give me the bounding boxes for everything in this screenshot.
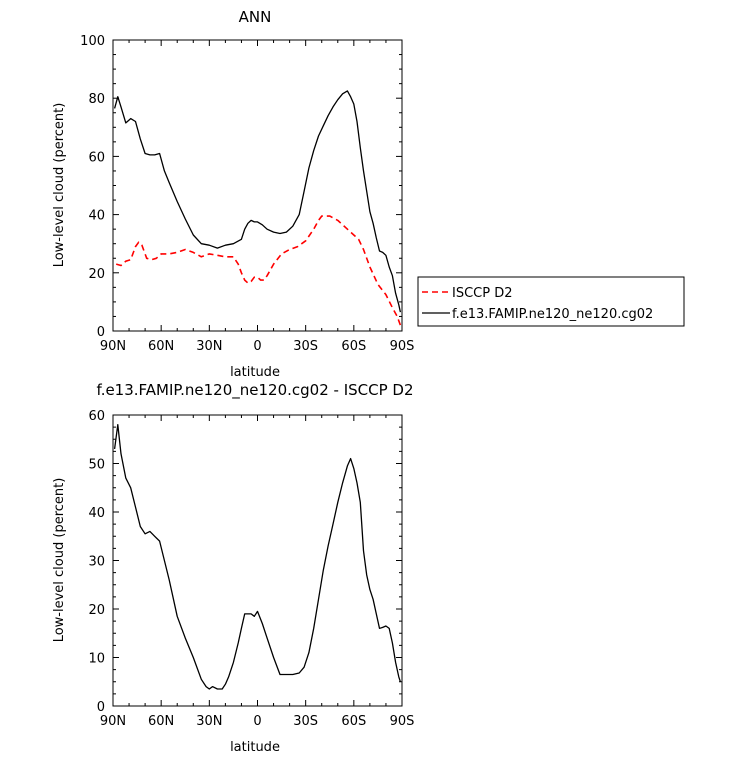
y-tick-label: 20 xyxy=(88,603,105,618)
series-line-isccp-d2 xyxy=(115,215,402,326)
top-tick-marks xyxy=(112,39,403,332)
top-plot-frame xyxy=(112,39,403,332)
top-y-axis-label: Low-level cloud (percent) xyxy=(52,103,67,268)
y-tick-label: 60 xyxy=(88,150,105,165)
x-tick-label: 30N xyxy=(196,714,222,729)
bottom-panel-title: f.e13.FAMIP.ne120_ne120.cg02 - ISCCP D2 xyxy=(97,381,414,400)
y-tick-label: 50 xyxy=(88,458,105,473)
legend-box xyxy=(417,276,685,327)
y-tick-label: 40 xyxy=(88,506,105,521)
legend-label-model: f.e13.FAMIP.ne120_ne120.cg02 xyxy=(452,307,653,322)
bottom-tick-marks xyxy=(112,414,403,707)
legend-label-isccp: ISCCP D2 xyxy=(452,286,513,301)
x-tick-label: 0 xyxy=(253,339,261,354)
top-series-lines xyxy=(113,90,402,326)
top-x-axis-label: latitude xyxy=(230,365,280,380)
x-tick-label: 30S xyxy=(293,714,318,729)
y-tick-label: 30 xyxy=(88,555,105,570)
top-x-tick-labels: 90N 60N 30N 0 30S 60S 90S xyxy=(100,339,415,354)
y-tick-label: 60 xyxy=(88,409,105,424)
x-tick-label: 90N xyxy=(100,339,126,354)
y-tick-label: 10 xyxy=(88,652,105,667)
x-tick-label: 60S xyxy=(341,339,366,354)
x-tick-label: 90S xyxy=(390,339,415,354)
bottom-y-tick-labels: 0 10 20 30 40 50 60 xyxy=(88,409,105,715)
bottom-panel: f.e13.FAMIP.ne120_ne120.cg02 - ISCCP D2 … xyxy=(52,381,414,755)
y-tick-label: 80 xyxy=(88,92,105,107)
x-tick-label: 60S xyxy=(341,714,366,729)
x-tick-label: 30N xyxy=(196,339,222,354)
y-tick-label: 0 xyxy=(97,325,105,340)
bottom-series-lines xyxy=(113,424,402,690)
bottom-plot-frame xyxy=(112,414,403,707)
bottom-x-tick-labels: 90N 60N 30N 0 30S 60S 90S xyxy=(100,714,415,729)
series-line-difference xyxy=(113,424,402,690)
top-panel-title: ANN xyxy=(239,8,272,26)
y-tick-label: 20 xyxy=(88,267,105,282)
bottom-x-axis-label: latitude xyxy=(230,740,280,755)
x-tick-label: 60N xyxy=(148,714,174,729)
y-tick-label: 100 xyxy=(80,34,105,49)
x-tick-label: 0 xyxy=(253,714,261,729)
x-tick-label: 30S xyxy=(293,339,318,354)
series-line-f-e13-famip-ne120-ne120-cg02 xyxy=(113,90,402,313)
y-tick-label: 0 xyxy=(97,700,105,715)
x-tick-label: 90N xyxy=(100,714,126,729)
top-panel: ANN 90N 60N 30N 0 30S 60S 90S 0 20 40 60 80 100 lat… xyxy=(52,8,414,380)
x-tick-label: 60N xyxy=(148,339,174,354)
legend: ISCCP D2 f.e13.FAMIP.ne120_ne120.cg02 xyxy=(417,276,685,327)
x-tick-label: 90S xyxy=(390,714,415,729)
top-y-tick-labels: 0 20 40 60 80 100 xyxy=(80,34,105,340)
y-tick-label: 40 xyxy=(88,209,105,224)
bottom-y-axis-label: Low-level cloud (percent) xyxy=(52,478,67,643)
